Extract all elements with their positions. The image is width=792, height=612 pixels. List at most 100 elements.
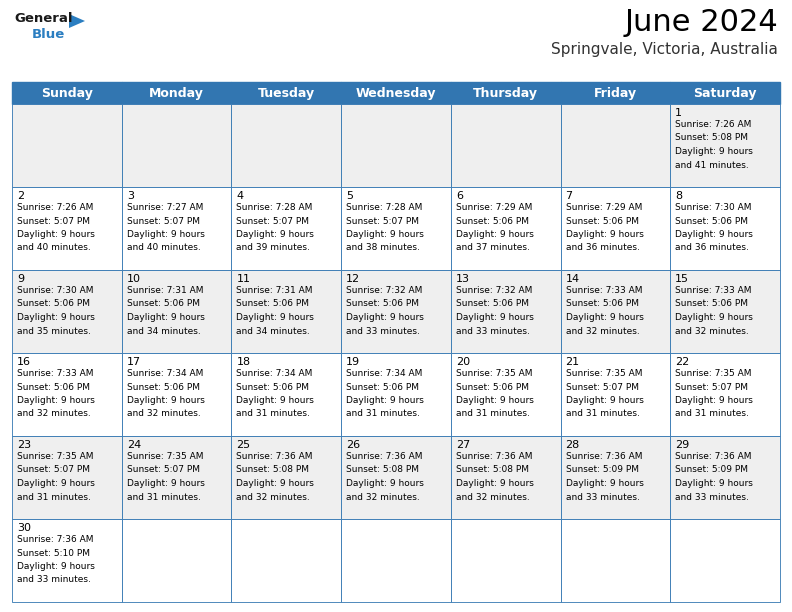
Text: and 33 minutes.: and 33 minutes. [565,493,639,501]
Bar [122,519,231,602]
Text: Thursday: Thursday [473,86,539,100]
Bar [12,519,122,602]
Text: Sunset: 5:07 PM: Sunset: 5:07 PM [676,382,748,392]
Bar [12,82,122,104]
Text: Blue: Blue [32,28,65,41]
Text: Daylight: 9 hours: Daylight: 9 hours [456,396,534,405]
Text: and 32 minutes.: and 32 minutes. [127,409,200,419]
Bar [231,436,341,519]
Text: Daylight: 9 hours: Daylight: 9 hours [127,313,204,322]
Bar [231,82,341,104]
Text: Sunset: 5:09 PM: Sunset: 5:09 PM [676,466,748,474]
Text: Sunrise: 7:34 AM: Sunrise: 7:34 AM [127,369,203,378]
Text: and 31 minutes.: and 31 minutes. [17,493,91,501]
Text: and 34 minutes.: and 34 minutes. [237,326,310,335]
Bar [561,519,670,602]
Bar [670,519,780,602]
Text: Sunrise: 7:33 AM: Sunrise: 7:33 AM [676,286,752,295]
Text: 11: 11 [237,274,250,284]
Text: Daylight: 9 hours: Daylight: 9 hours [127,479,204,488]
Bar [341,270,451,353]
Text: Daylight: 9 hours: Daylight: 9 hours [17,230,95,239]
Text: 20: 20 [456,357,470,367]
Text: Sunset: 5:08 PM: Sunset: 5:08 PM [456,466,529,474]
Text: 8: 8 [676,191,683,201]
Text: Sunrise: 7:36 AM: Sunrise: 7:36 AM [565,452,642,461]
Text: 29: 29 [676,440,690,450]
Text: and 40 minutes.: and 40 minutes. [127,244,200,253]
Bar [561,436,670,519]
Text: Sunset: 5:06 PM: Sunset: 5:06 PM [237,382,310,392]
Bar [122,353,231,436]
Text: Sunset: 5:07 PM: Sunset: 5:07 PM [17,466,90,474]
Text: and 40 minutes.: and 40 minutes. [17,244,91,253]
Text: Sunset: 5:06 PM: Sunset: 5:06 PM [676,299,748,308]
Text: Tuesday: Tuesday [257,86,315,100]
Text: 18: 18 [237,357,250,367]
Bar [122,436,231,519]
Text: Sunrise: 7:36 AM: Sunrise: 7:36 AM [676,452,752,461]
Text: 4: 4 [237,191,244,201]
Text: 10: 10 [127,274,141,284]
Text: 22: 22 [676,357,690,367]
Text: Daylight: 9 hours: Daylight: 9 hours [346,230,424,239]
Text: and 32 minutes.: and 32 minutes. [676,326,749,335]
Text: Daylight: 9 hours: Daylight: 9 hours [17,562,95,571]
Text: Sunset: 5:06 PM: Sunset: 5:06 PM [456,299,529,308]
Text: and 33 minutes.: and 33 minutes. [676,493,749,501]
Text: Daylight: 9 hours: Daylight: 9 hours [17,479,95,488]
Text: and 32 minutes.: and 32 minutes. [346,493,420,501]
Text: and 39 minutes.: and 39 minutes. [237,244,310,253]
Text: and 33 minutes.: and 33 minutes. [346,326,420,335]
Bar [451,270,561,353]
Bar [12,104,122,187]
Text: 30: 30 [17,523,31,533]
Text: and 32 minutes.: and 32 minutes. [237,493,310,501]
Text: 5: 5 [346,191,353,201]
Text: Wednesday: Wednesday [356,86,436,100]
Text: Daylight: 9 hours: Daylight: 9 hours [17,396,95,405]
Text: and 31 minutes.: and 31 minutes. [237,409,310,419]
Bar [122,104,231,187]
Text: Sunrise: 7:35 AM: Sunrise: 7:35 AM [676,369,752,378]
Text: 17: 17 [127,357,141,367]
Text: Daylight: 9 hours: Daylight: 9 hours [346,479,424,488]
Text: 14: 14 [565,274,580,284]
Text: and 31 minutes.: and 31 minutes. [456,409,530,419]
Text: Sunset: 5:07 PM: Sunset: 5:07 PM [127,217,200,225]
Bar [561,187,670,270]
Text: Sunset: 5:08 PM: Sunset: 5:08 PM [346,466,419,474]
Bar [451,104,561,187]
Text: 21: 21 [565,357,580,367]
Bar [561,104,670,187]
Text: 13: 13 [456,274,470,284]
Bar [670,82,780,104]
Text: and 33 minutes.: and 33 minutes. [17,575,91,584]
Text: and 34 minutes.: and 34 minutes. [127,326,200,335]
Text: Daylight: 9 hours: Daylight: 9 hours [237,230,314,239]
Bar [12,270,122,353]
Text: Daylight: 9 hours: Daylight: 9 hours [676,479,753,488]
Text: Sunrise: 7:36 AM: Sunrise: 7:36 AM [17,535,93,544]
Text: 2: 2 [17,191,24,201]
Text: 7: 7 [565,191,573,201]
Text: Sunset: 5:06 PM: Sunset: 5:06 PM [17,382,90,392]
Text: Sunset: 5:07 PM: Sunset: 5:07 PM [127,466,200,474]
Text: Sunrise: 7:26 AM: Sunrise: 7:26 AM [17,203,93,212]
Text: Daylight: 9 hours: Daylight: 9 hours [237,396,314,405]
Text: 15: 15 [676,274,689,284]
Bar [451,436,561,519]
Bar [670,187,780,270]
Text: Daylight: 9 hours: Daylight: 9 hours [676,230,753,239]
Bar [341,104,451,187]
Bar [341,353,451,436]
Bar [670,436,780,519]
Text: and 36 minutes.: and 36 minutes. [565,244,639,253]
Text: Daylight: 9 hours: Daylight: 9 hours [237,479,314,488]
Bar [561,82,670,104]
Text: Sunrise: 7:30 AM: Sunrise: 7:30 AM [676,203,752,212]
Text: Sunrise: 7:28 AM: Sunrise: 7:28 AM [346,203,422,212]
Text: Sunset: 5:06 PM: Sunset: 5:06 PM [127,382,200,392]
Text: General: General [14,12,73,25]
Text: 6: 6 [456,191,463,201]
